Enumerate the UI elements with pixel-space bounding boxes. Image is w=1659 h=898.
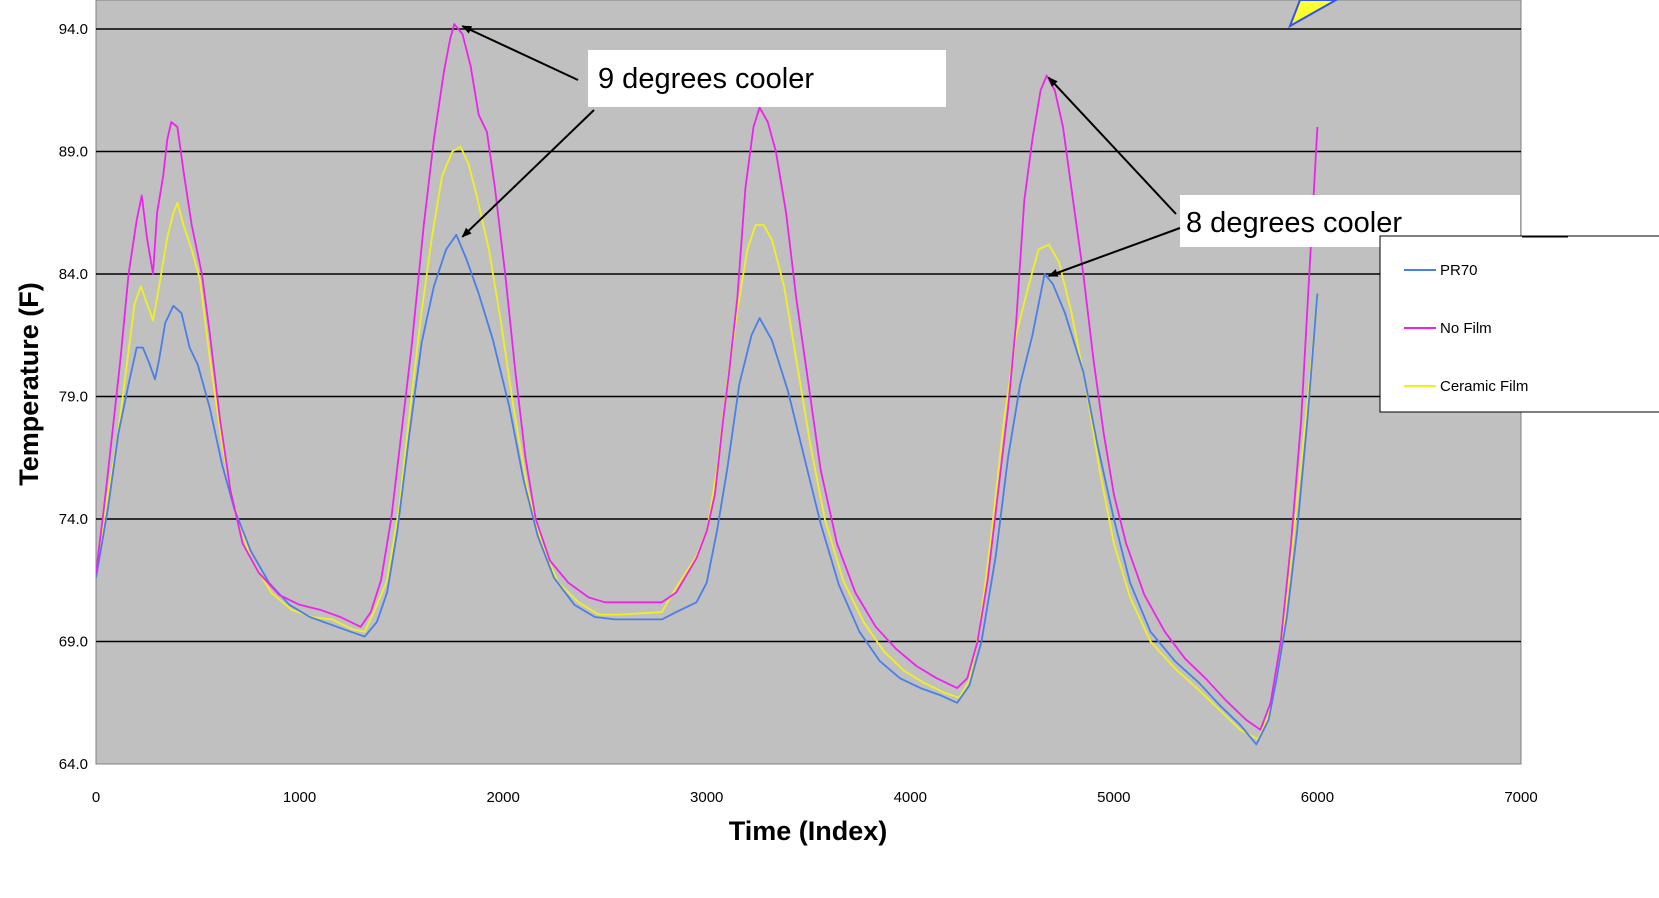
y-tick-label: 84.0	[59, 266, 88, 283]
series-layer	[96, 23, 1319, 746]
legend-entry-label: Ceramic Film	[1440, 378, 1528, 395]
series-line-ceramic-film	[96, 145, 1319, 741]
annotation-text: 8 degrees cooler	[1186, 207, 1402, 239]
annotation-box	[588, 50, 946, 107]
annotation-arrow	[1047, 227, 1181, 277]
x-tick-label: 5000	[1097, 789, 1130, 806]
y-tick-labels: 64.0 69.0 74.0 79.0 84.0 89.0 94.0	[59, 21, 88, 773]
y-axis-title: Temperature (F)	[14, 282, 44, 486]
series-line-no-film	[96, 23, 1319, 731]
legend: PR70 No Film Ceramic Film	[1379, 235, 1659, 413]
x-tick-label: 1000	[283, 789, 316, 806]
annotation-text: 9 degrees cooler	[598, 63, 814, 95]
annotation-arrow	[1047, 76, 1177, 215]
y-tick-label: 94.0	[59, 21, 88, 38]
x-tick-label: 3000	[690, 789, 723, 806]
yellow-arrow-icon	[1288, 0, 1339, 29]
legend-entry-label: PR70	[1440, 262, 1478, 279]
x-axis-title: Time (Index)	[729, 816, 888, 846]
x-tick-labels: 0 1000 2000 3000 4000 5000 6000 7000	[92, 789, 1538, 806]
y-tick-label: 69.0	[59, 634, 88, 651]
series-line-pr70	[96, 233, 1319, 746]
x-tick-label: 4000	[894, 789, 927, 806]
annotation-arrow	[461, 25, 579, 81]
annotation-arrow	[461, 109, 595, 238]
legend-box	[1379, 235, 1659, 413]
annotation-8-degrees: 8 degrees cooler	[1047, 76, 1520, 277]
gridlines	[96, 28, 1521, 643]
x-tick-label: 7000	[1504, 789, 1537, 806]
y-tick-label: 79.0	[59, 389, 88, 406]
y-tick-label: 64.0	[59, 756, 88, 773]
x-tick-label: 2000	[486, 789, 519, 806]
legend-entry-label: No Film	[1440, 320, 1492, 337]
x-tick-label: 0	[92, 789, 100, 806]
x-tick-label: 6000	[1301, 789, 1334, 806]
y-tick-label: 74.0	[59, 511, 88, 528]
annotation-9-degrees: 9 degrees cooler	[461, 25, 946, 238]
y-tick-label: 89.0	[59, 144, 88, 161]
